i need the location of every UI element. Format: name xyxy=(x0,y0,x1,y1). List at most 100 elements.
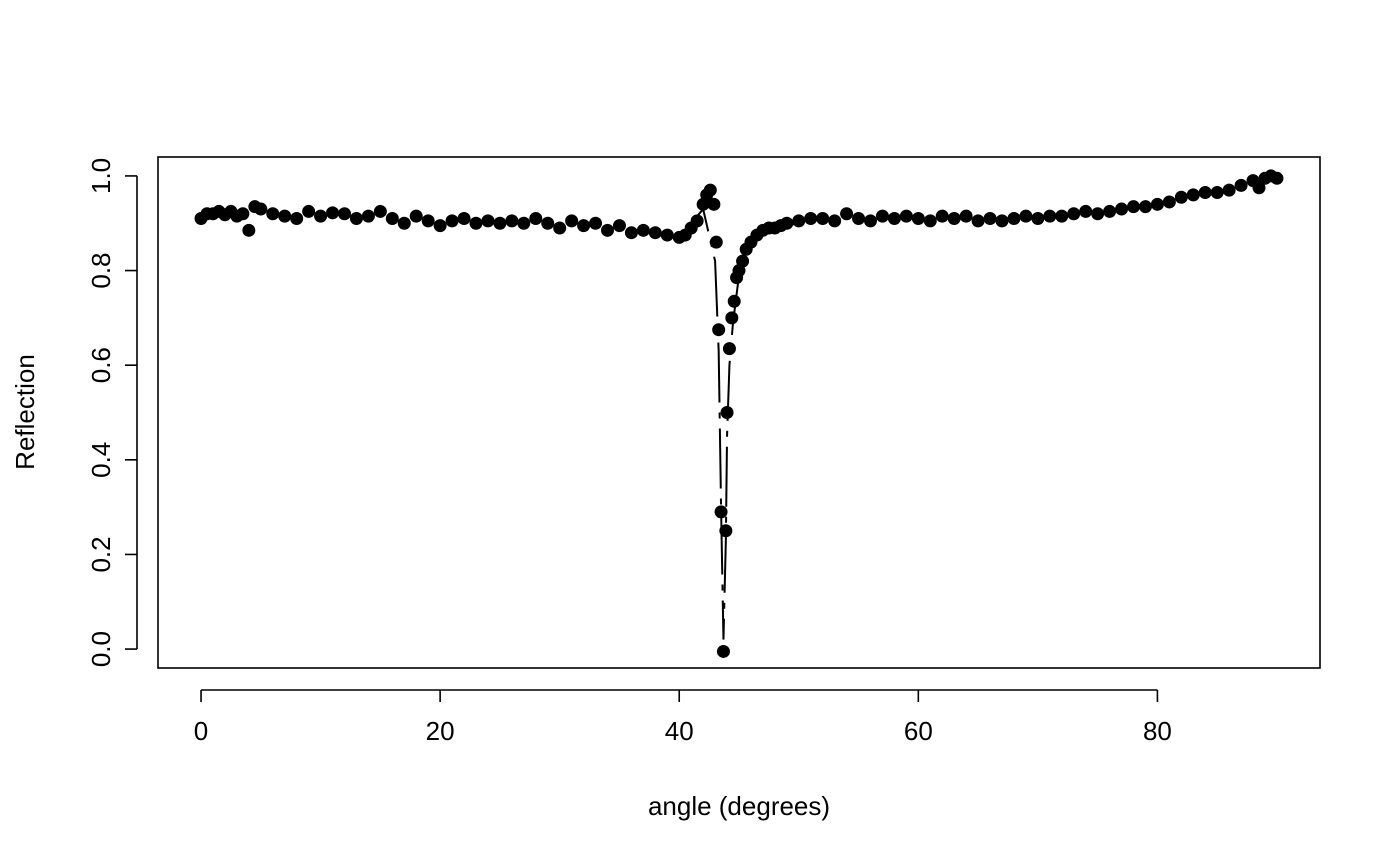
y-tick-label: 0.2 xyxy=(86,536,116,572)
data-point xyxy=(722,342,736,356)
data-point xyxy=(875,209,889,223)
data-point xyxy=(1091,207,1105,221)
data-point xyxy=(1222,183,1236,197)
data-point xyxy=(947,212,961,226)
data-point xyxy=(553,221,567,235)
data-point xyxy=(433,219,447,233)
data-point xyxy=(935,209,949,223)
data-point xyxy=(995,214,1009,228)
data-point xyxy=(899,209,913,223)
data-point xyxy=(242,223,256,237)
data-point xyxy=(983,212,997,226)
data-point xyxy=(397,216,411,230)
x-axis: 0 20 40 60 80 xyxy=(194,689,1172,746)
y-axis: 0.0 0.2 0.4 0.6 0.8 1.0 xyxy=(86,158,138,667)
data-point xyxy=(1252,181,1266,195)
data-point xyxy=(660,228,674,242)
data-point xyxy=(529,212,543,226)
data-point xyxy=(469,216,483,230)
data-point xyxy=(959,209,973,223)
x-tick-label: 80 xyxy=(1143,716,1172,746)
data-point xyxy=(236,207,250,221)
data-point xyxy=(1174,190,1188,204)
data-point xyxy=(1115,202,1129,216)
data-point xyxy=(840,207,854,221)
x-axis-label: angle (degrees) xyxy=(648,791,830,821)
data-point xyxy=(725,311,739,325)
data-point xyxy=(1079,204,1093,218)
data-points-layer xyxy=(194,169,1284,658)
data-point xyxy=(481,214,495,228)
data-point xyxy=(1270,171,1284,185)
data-point xyxy=(1127,200,1141,214)
data-point xyxy=(565,214,579,228)
data-point xyxy=(911,212,925,226)
data-point xyxy=(361,209,375,223)
data-point xyxy=(612,219,626,233)
data-point xyxy=(864,214,878,228)
data-point xyxy=(852,212,866,226)
data-point xyxy=(792,214,806,228)
data-point xyxy=(445,214,459,228)
data-point xyxy=(780,216,794,230)
data-point xyxy=(1186,188,1200,202)
data-point xyxy=(719,524,733,538)
data-point xyxy=(457,212,471,226)
data-point xyxy=(1103,204,1117,218)
data-point xyxy=(1198,185,1212,199)
data-point xyxy=(720,406,734,419)
data-point xyxy=(712,323,726,337)
x-tick-label: 60 xyxy=(904,716,933,746)
data-point xyxy=(421,214,435,228)
data-point xyxy=(1210,185,1224,199)
data-point xyxy=(828,214,842,228)
data-point xyxy=(709,235,723,249)
data-point xyxy=(816,212,830,226)
plot-frame xyxy=(157,156,1321,669)
data-point xyxy=(314,209,328,223)
data-point xyxy=(703,183,717,197)
data-point xyxy=(541,216,555,230)
data-point xyxy=(349,212,363,226)
data-point xyxy=(707,197,721,211)
data-point xyxy=(1150,197,1164,211)
data-point xyxy=(923,214,937,228)
data-point xyxy=(302,204,316,218)
data-point xyxy=(1055,209,1069,223)
data-point xyxy=(373,204,387,218)
data-point xyxy=(727,294,741,308)
y-tick-label: 0.6 xyxy=(86,347,116,383)
data-point xyxy=(337,207,351,221)
y-tick-label: 0.8 xyxy=(86,252,116,288)
data-point xyxy=(493,216,507,230)
data-point xyxy=(266,207,280,221)
data-point xyxy=(690,214,704,228)
data-point xyxy=(648,226,662,240)
data-point xyxy=(517,216,531,230)
data-point xyxy=(1019,209,1033,223)
data-point xyxy=(385,212,399,226)
data-point xyxy=(505,214,519,228)
y-tick-label: 1.0 xyxy=(86,158,116,194)
data-point xyxy=(1162,195,1176,209)
data-point xyxy=(736,254,750,268)
x-tick-label: 0 xyxy=(194,716,208,746)
data-point xyxy=(716,644,730,658)
y-axis-label: Reflection xyxy=(10,354,40,470)
x-tick-label: 40 xyxy=(665,716,694,746)
data-point xyxy=(624,226,638,240)
data-point xyxy=(1007,212,1021,226)
data-point xyxy=(714,505,728,519)
data-point xyxy=(1031,212,1045,226)
x-tick-label: 20 xyxy=(426,716,455,746)
data-point xyxy=(971,214,985,228)
data-point xyxy=(1043,209,1057,223)
data-point xyxy=(278,209,292,223)
data-point xyxy=(326,206,340,220)
data-point xyxy=(600,223,614,237)
data-point xyxy=(804,212,818,226)
data-point xyxy=(887,212,901,226)
data-point xyxy=(1138,200,1152,214)
